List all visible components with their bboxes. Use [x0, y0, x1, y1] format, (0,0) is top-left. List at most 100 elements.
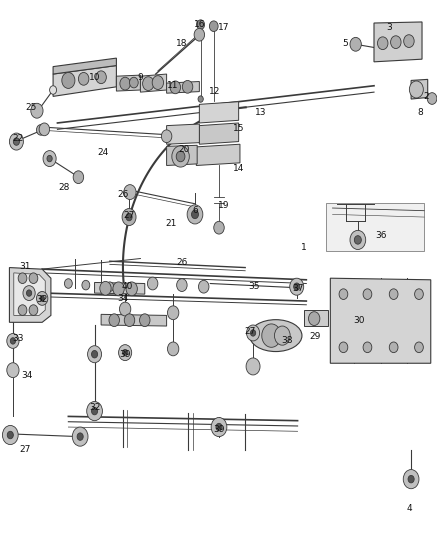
Polygon shape	[374, 22, 422, 62]
Circle shape	[378, 37, 388, 50]
Text: 11: 11	[167, 81, 179, 90]
Polygon shape	[199, 123, 239, 144]
Text: 18: 18	[176, 39, 187, 48]
Text: 27: 27	[124, 212, 135, 221]
Circle shape	[170, 81, 180, 94]
Circle shape	[29, 305, 38, 316]
Polygon shape	[141, 74, 166, 92]
Circle shape	[262, 324, 281, 348]
Polygon shape	[411, 79, 427, 99]
Text: 28: 28	[58, 183, 70, 192]
Text: 33: 33	[12, 334, 24, 343]
Circle shape	[408, 475, 414, 483]
Circle shape	[308, 312, 320, 326]
Circle shape	[124, 184, 136, 199]
Circle shape	[182, 80, 193, 93]
Text: 10: 10	[89, 73, 100, 82]
Text: 9: 9	[138, 73, 143, 82]
Circle shape	[126, 282, 138, 296]
Ellipse shape	[250, 320, 302, 352]
Circle shape	[11, 338, 15, 344]
Text: 13: 13	[255, 108, 266, 117]
Circle shape	[7, 334, 19, 349]
Circle shape	[10, 133, 23, 150]
Circle shape	[251, 330, 256, 336]
Polygon shape	[101, 314, 166, 326]
Text: 30: 30	[353, 316, 364, 325]
Circle shape	[39, 123, 49, 136]
Circle shape	[172, 146, 189, 167]
Polygon shape	[53, 66, 117, 96]
Polygon shape	[166, 146, 197, 165]
Text: 6: 6	[192, 206, 198, 215]
Text: 36: 36	[375, 231, 386, 240]
Circle shape	[415, 289, 424, 300]
Circle shape	[18, 273, 27, 284]
Circle shape	[209, 21, 218, 31]
Circle shape	[130, 77, 138, 88]
Circle shape	[198, 96, 203, 102]
Circle shape	[410, 81, 424, 98]
Circle shape	[73, 171, 84, 183]
Circle shape	[198, 280, 209, 293]
Text: 15: 15	[233, 124, 244, 133]
Circle shape	[363, 342, 372, 353]
Circle shape	[120, 77, 131, 90]
Circle shape	[18, 305, 27, 316]
Polygon shape	[95, 282, 145, 294]
Text: 34: 34	[21, 371, 32, 380]
Circle shape	[194, 28, 205, 41]
Circle shape	[100, 281, 111, 295]
Text: 3: 3	[386, 23, 392, 32]
Circle shape	[293, 283, 300, 290]
Circle shape	[275, 326, 290, 345]
Text: 34: 34	[117, 294, 129, 303]
Circle shape	[177, 279, 187, 292]
Circle shape	[122, 208, 136, 225]
Text: 39: 39	[120, 350, 131, 359]
Text: 19: 19	[218, 201, 229, 210]
Circle shape	[211, 417, 227, 437]
Circle shape	[78, 72, 89, 85]
Polygon shape	[196, 144, 240, 165]
Text: 2: 2	[424, 92, 429, 101]
Text: 17: 17	[218, 23, 229, 32]
Circle shape	[123, 350, 128, 356]
Polygon shape	[326, 203, 424, 251]
Text: 40: 40	[122, 282, 133, 291]
Circle shape	[161, 130, 172, 143]
Circle shape	[126, 213, 132, 221]
Polygon shape	[199, 102, 239, 123]
Circle shape	[72, 427, 88, 446]
Circle shape	[113, 282, 124, 296]
Circle shape	[176, 151, 185, 162]
Circle shape	[3, 425, 18, 445]
Circle shape	[106, 282, 114, 292]
Circle shape	[389, 289, 398, 300]
Circle shape	[354, 236, 361, 244]
Polygon shape	[166, 124, 199, 144]
Circle shape	[36, 125, 45, 135]
Text: 5: 5	[343, 39, 349, 48]
Polygon shape	[10, 268, 51, 322]
Circle shape	[404, 35, 414, 47]
Circle shape	[152, 76, 163, 90]
Text: 38: 38	[281, 336, 293, 345]
Circle shape	[167, 306, 179, 320]
Circle shape	[350, 230, 366, 249]
Text: 1: 1	[301, 244, 307, 253]
Circle shape	[77, 433, 83, 440]
Text: 27: 27	[244, 327, 255, 336]
Circle shape	[23, 286, 35, 301]
Circle shape	[363, 289, 372, 300]
Circle shape	[339, 342, 348, 353]
Circle shape	[427, 93, 437, 104]
Text: 12: 12	[209, 86, 220, 95]
Circle shape	[120, 302, 131, 316]
Text: 16: 16	[194, 20, 205, 29]
Polygon shape	[304, 310, 328, 326]
Circle shape	[31, 103, 43, 118]
Circle shape	[197, 20, 205, 29]
Text: 32: 32	[89, 403, 100, 412]
Text: 32: 32	[36, 295, 48, 304]
